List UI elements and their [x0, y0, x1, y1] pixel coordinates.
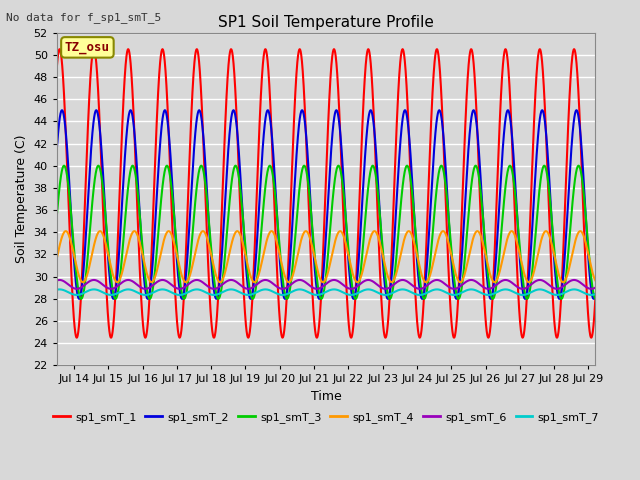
- Text: No data for f_sp1_smT_5: No data for f_sp1_smT_5: [6, 12, 162, 23]
- Y-axis label: Soil Temperature (C): Soil Temperature (C): [15, 135, 28, 263]
- Text: TZ_osu: TZ_osu: [65, 41, 110, 54]
- Title: SP1 Soil Temperature Profile: SP1 Soil Temperature Profile: [218, 15, 434, 30]
- Legend: sp1_smT_1, sp1_smT_2, sp1_smT_3, sp1_smT_4, sp1_smT_6, sp1_smT_7: sp1_smT_1, sp1_smT_2, sp1_smT_3, sp1_smT…: [49, 408, 604, 427]
- X-axis label: Time: Time: [310, 390, 342, 403]
